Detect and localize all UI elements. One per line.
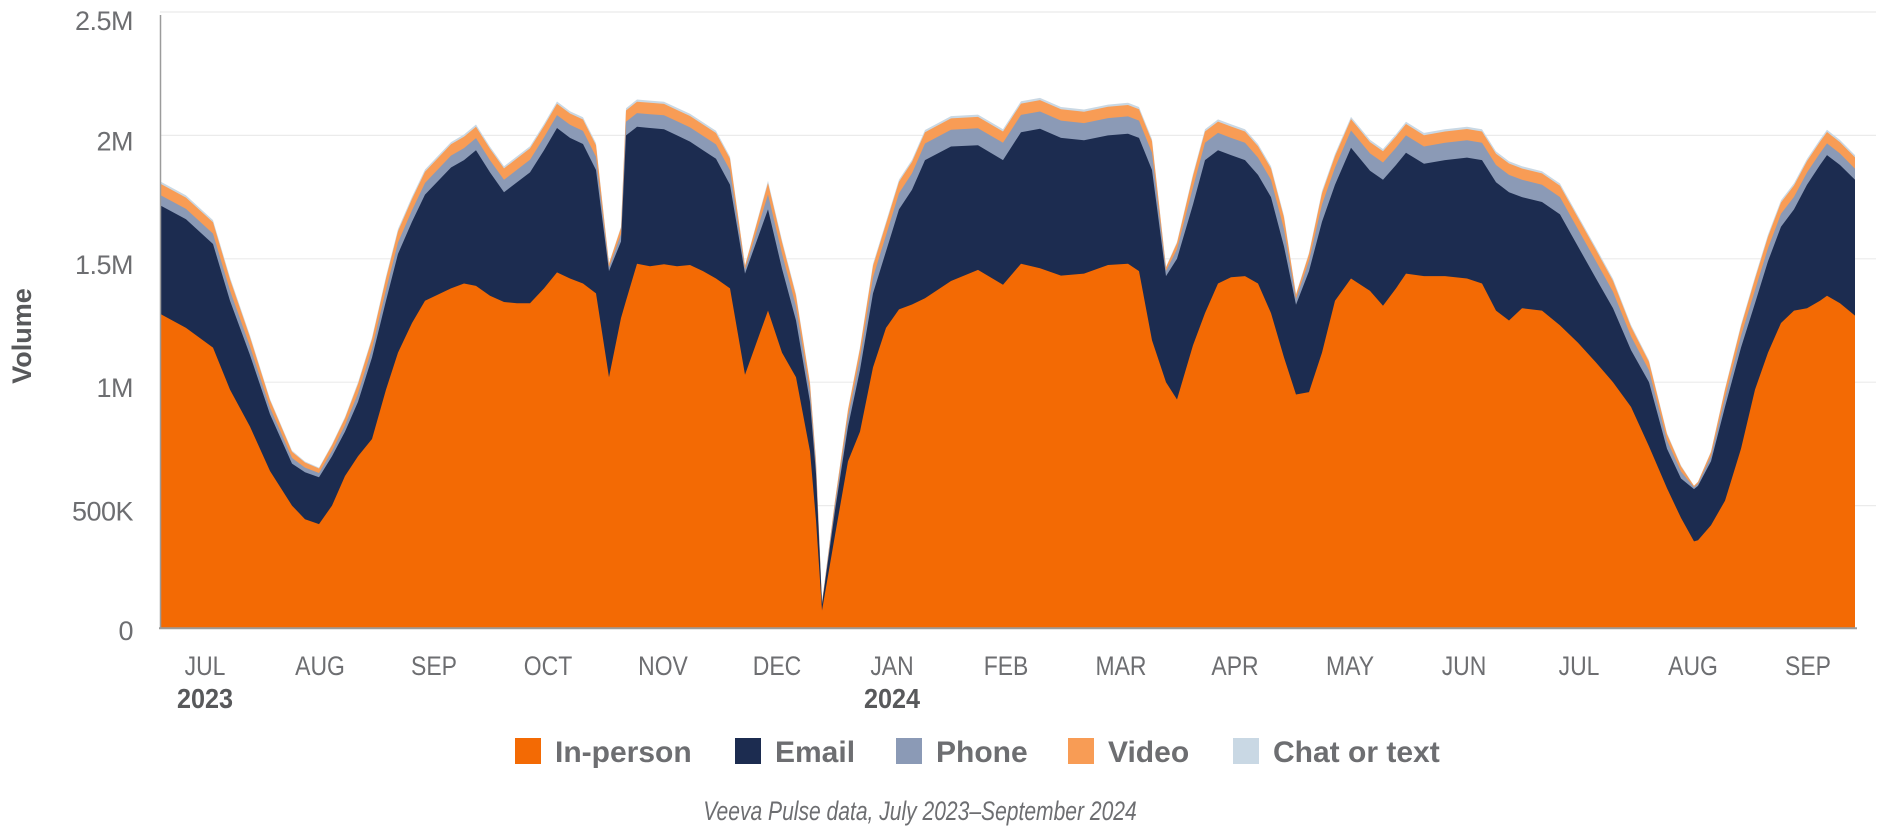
svg-text:JUL: JUL [185, 651, 226, 681]
svg-text:1.5M: 1.5M [75, 250, 133, 280]
svg-text:APR: APR [1211, 651, 1258, 681]
svg-text:0: 0 [118, 616, 133, 646]
svg-text:Volume: Volume [7, 288, 37, 384]
svg-text:2M: 2M [96, 126, 133, 156]
svg-text:SEP: SEP [1785, 651, 1831, 681]
svg-text:FEB: FEB [984, 651, 1029, 681]
svg-text:2.5M: 2.5M [75, 6, 133, 36]
svg-text:Chat or text: Chat or text [1273, 736, 1440, 769]
svg-text:Veeva Pulse data, July 2023–Se: Veeva Pulse data, July 2023–September 20… [703, 797, 1136, 827]
svg-text:SEP: SEP [411, 651, 457, 681]
svg-text:In-person: In-person [555, 736, 692, 769]
svg-text:JAN: JAN [870, 651, 913, 681]
svg-text:JUN: JUN [1442, 651, 1487, 681]
svg-text:2023: 2023 [177, 683, 233, 715]
svg-text:MAY: MAY [1326, 651, 1374, 681]
svg-text:1M: 1M [96, 373, 133, 403]
svg-text:DEC: DEC [753, 651, 801, 681]
svg-text:NOV: NOV [638, 651, 688, 681]
svg-text:2024: 2024 [864, 683, 920, 715]
svg-text:Email: Email [775, 736, 855, 769]
svg-text:MAR: MAR [1096, 651, 1147, 681]
svg-text:AUG: AUG [295, 651, 345, 681]
svg-text:JUL: JUL [1559, 651, 1600, 681]
svg-text:500K: 500K [72, 497, 134, 527]
svg-text:Phone: Phone [936, 736, 1028, 769]
svg-text:Video: Video [1108, 736, 1189, 769]
svg-text:AUG: AUG [1668, 651, 1718, 681]
svg-text:OCT: OCT [524, 651, 572, 681]
